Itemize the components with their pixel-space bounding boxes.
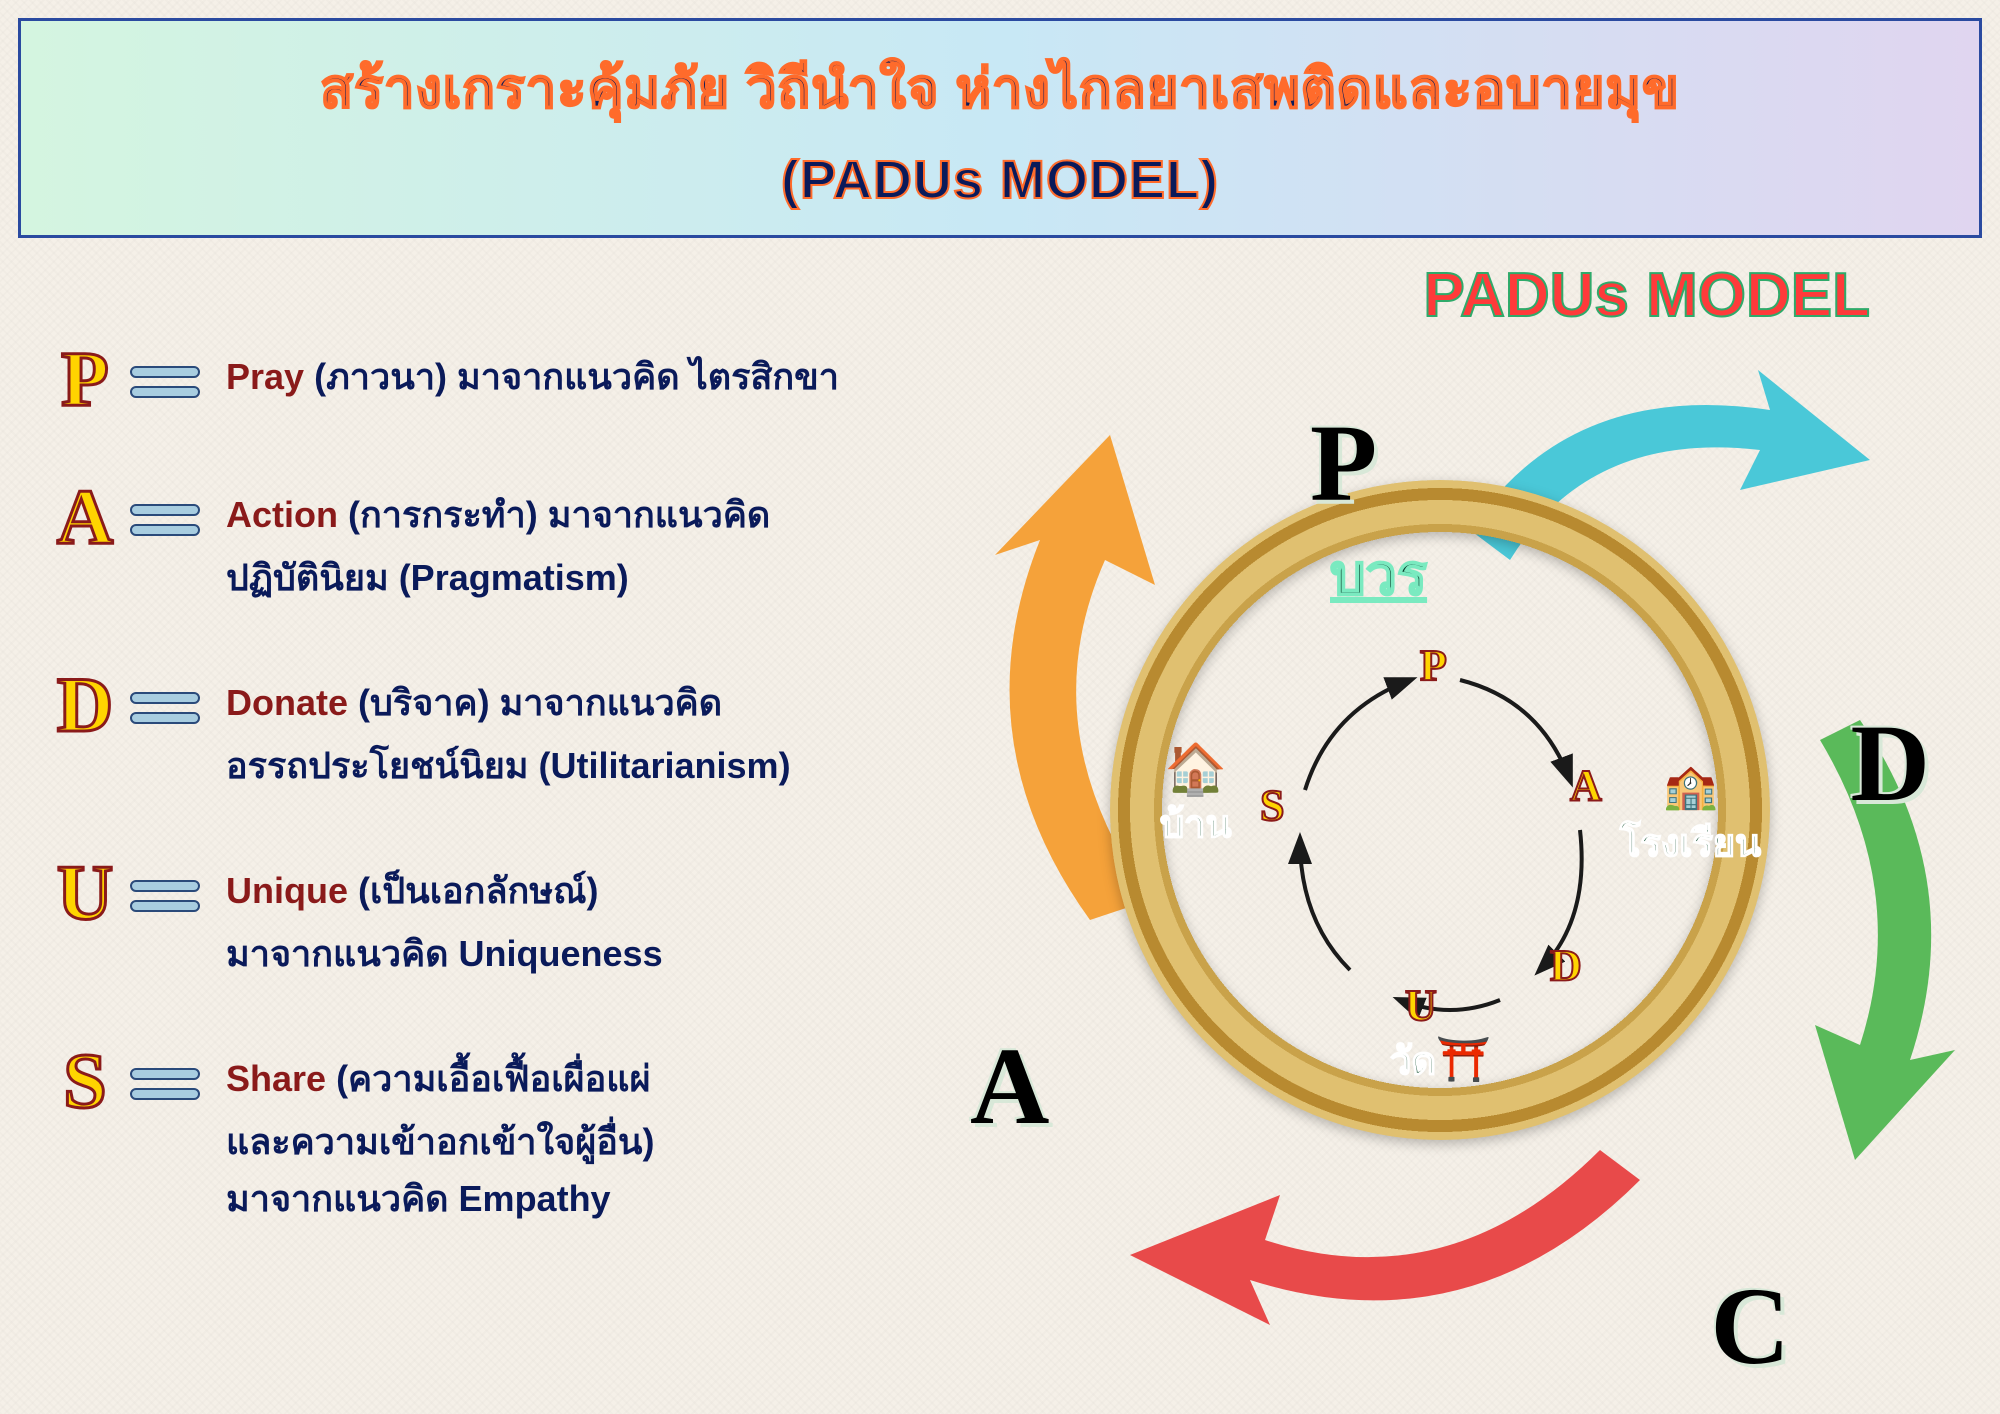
- inner-letter-p: P: [1420, 640, 1447, 691]
- outer-letter-d: D: [1851, 700, 1930, 827]
- inner-letter-s: S: [1260, 780, 1284, 831]
- equals-icon: [130, 872, 200, 920]
- house-icon: 🏠: [1160, 740, 1231, 799]
- padus-diagram: PADUs MODEL P D C A บวร: [910, 260, 1970, 1380]
- legend-letter: P: [40, 340, 130, 418]
- banner-line1: สร้างเกราะคุ้มภัย วิถีนำใจ ห่างไกลยาเสพต…: [320, 45, 1680, 131]
- legend-letter: U: [40, 854, 130, 932]
- outer-letter-c: C: [1711, 1263, 1790, 1390]
- legend-letter: S: [40, 1042, 130, 1120]
- model-label: PADUs MODEL: [1423, 260, 1870, 331]
- inner-letter-u: U: [1405, 980, 1437, 1031]
- legend-desc: Unique (เป็นเอกลักษณ์) มาจากแนวคิด Uniqu…: [226, 862, 663, 982]
- equals-icon: [130, 358, 200, 406]
- place-house: 🏠 บ้าน: [1160, 740, 1231, 854]
- legend-desc: Pray (ภาวนา) มาจากแนวคิด ไตรสิกขา: [226, 348, 839, 405]
- place-temple: วัด⛩️: [1390, 1030, 1491, 1091]
- legend-list: P Pray (ภาวนา) มาจากแนวคิด ไตรสิกขา A Ac…: [40, 340, 900, 1287]
- legend-letter: D: [40, 666, 130, 744]
- arrow-bottom: [1110, 1140, 1670, 1360]
- legend-desc: Share (ความเอื้อเฟื้อเผื่อแผ่ และความเข้…: [226, 1050, 655, 1227]
- equals-icon: [130, 496, 200, 544]
- temple-icon: ⛩️: [1436, 1035, 1491, 1084]
- legend-row-s: S Share (ความเอื้อเฟื้อเผื่อแผ่ และความเ…: [40, 1042, 900, 1227]
- equals-icon: [130, 684, 200, 732]
- place-school: 🏫 โรงเรียน: [1620, 760, 1761, 873]
- legend-desc: Donate (บริจาค) มาจากแนวคิด อรรถประโยชน์…: [226, 674, 791, 794]
- legend-letter: A: [40, 478, 130, 556]
- school-icon: 🏫: [1663, 762, 1718, 811]
- legend-row-p: P Pray (ภาวนา) มาจากแนวคิด ไตรสิกขา: [40, 340, 900, 418]
- legend-row-d: D Donate (บริจาค) มาจากแนวคิด อรรถประโยช…: [40, 666, 900, 794]
- equals-icon: [130, 1060, 200, 1108]
- center-label: บวร: [1330, 530, 1427, 619]
- legend-row-u: U Unique (เป็นเอกลักษณ์) มาจากแนวคิด Uni…: [40, 854, 900, 982]
- legend-desc: Action (การกระทำ) มาจากแนวคิด ปฏิบัตินิย…: [226, 486, 770, 606]
- inner-letter-d: D: [1550, 940, 1582, 991]
- banner-line2: (PADUs MODEL): [781, 149, 1219, 211]
- title-banner: สร้างเกราะคุ้มภัย วิถีนำใจ ห่างไกลยาเสพต…: [18, 18, 1982, 238]
- outer-letter-a: A: [970, 1023, 1049, 1150]
- legend-row-a: A Action (การกระทำ) มาจากแนวคิด ปฏิบัติน…: [40, 478, 900, 606]
- inner-letter-a: A: [1570, 760, 1602, 811]
- outer-letter-p: P: [1310, 400, 1377, 527]
